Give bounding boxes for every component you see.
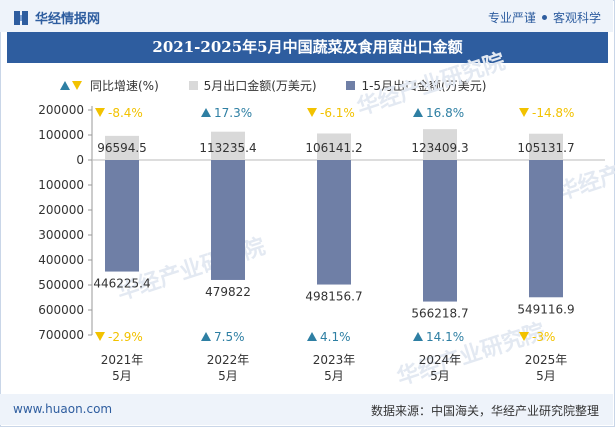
footer-bar: www.huaon.com 数据来源：中国海关，华经产业研究院整理 (0, 394, 613, 425)
slogan-right: 客观科学 (552, 11, 601, 25)
growth-may-down-icon (519, 108, 529, 117)
bar-ytd (211, 160, 245, 280)
y-tick-label: 400000 (38, 253, 84, 267)
bar-ytd (529, 160, 563, 298)
legend-growth-label: 同比增速(%) (90, 79, 159, 93)
label-may-value: 106141.2 (305, 141, 362, 155)
x-category-year: 2023年 (313, 353, 356, 367)
label-may-value: 96594.5 (97, 141, 147, 155)
growth-may: -6.1% (320, 106, 355, 120)
y-tick-label: 200000 (38, 203, 84, 217)
bar-ytd (423, 160, 457, 302)
top-bar: 华经情报网 专业严谨 客观科学 (0, 0, 613, 32)
legend-ytd-label: 1-5月出口金额(万美元) (361, 79, 487, 93)
growth-may-up-icon (201, 108, 211, 117)
up-triangle-icon (60, 81, 70, 90)
brand-logo-icon (14, 11, 28, 25)
label-ytd-value: 549116.9 (517, 302, 574, 316)
y-tick-label: 100000 (38, 128, 84, 142)
brand-name: 华经情报网 (35, 12, 101, 27)
growth-ytd-up-icon (307, 332, 317, 341)
label-ytd-value: 498156.7 (305, 290, 362, 304)
legend-may-swatch (188, 81, 198, 90)
legend-may-label: 5月出口金额(万美元) (203, 79, 317, 93)
growth-may: -14.8% (532, 106, 574, 120)
growth-ytd-down-icon (95, 332, 105, 341)
bar-may (423, 129, 457, 160)
x-category-month: 5月 (430, 369, 450, 383)
data-source: 数据来源：中国海关，华经产业研究院整理 (370, 404, 599, 418)
y-tick-label: 100000 (38, 178, 84, 192)
growth-may-down-icon (307, 108, 317, 117)
x-category-year: 2022年 (207, 353, 250, 367)
slogan-left: 专业严谨 (487, 11, 536, 25)
x-category-month: 5月 (324, 369, 344, 383)
bar-may (529, 133, 563, 160)
growth-may-down-icon (95, 108, 105, 117)
growth-ytd-up-icon (201, 332, 211, 341)
brand[interactable]: 华经情报网 (13, 8, 100, 27)
y-tick-label: 700000 (38, 328, 84, 342)
x-category-month: 5月 (112, 369, 132, 383)
down-triangle-icon (72, 81, 82, 90)
growth-ytd: 4.1% (320, 330, 351, 344)
title-bar: 2021-2025年5月中国蔬菜及食用菌出口金额 (7, 32, 608, 63)
growth-ytd: 14.1% (426, 330, 464, 344)
bar-may (317, 133, 351, 160)
x-category-year: 2021年 (101, 353, 144, 367)
legend-may: 5月出口金额(万美元) (188, 77, 317, 94)
label-may-value: 105131.7 (517, 141, 574, 155)
legend: 同比增速(%) 5月出口金额(万美元) 1-5月出口金额(万美元) (60, 77, 512, 94)
y-tick-label: 200000 (38, 103, 84, 117)
bar-ytd (317, 160, 351, 285)
bar-may (105, 135, 139, 160)
label-ytd-value: 446225.4 (93, 277, 150, 291)
growth-may: 17.3% (214, 106, 252, 120)
x-category-year: 2025年 (525, 353, 568, 367)
site-url[interactable]: www.huaon.com (13, 402, 113, 416)
label-may-value: 113235.4 (199, 141, 256, 155)
growth-ytd: -2.9% (108, 330, 143, 344)
label-ytd-value: 566218.7 (411, 307, 468, 321)
x-category-year: 2024年 (419, 353, 462, 367)
growth-ytd-up-icon (413, 332, 423, 341)
growth-may: 16.8% (426, 106, 464, 120)
growth-may: -8.4% (108, 106, 143, 120)
label-ytd-value: 479822 (205, 285, 251, 299)
y-tick-label: 500000 (38, 278, 84, 292)
chart-title: 2021-2025年5月中国蔬菜及食用菌出口金额 (152, 38, 463, 56)
growth-ytd: 7.5% (214, 330, 245, 344)
x-category-month: 5月 (536, 369, 556, 383)
legend-ytd: 1-5月出口金额(万美元) (346, 77, 486, 94)
bar-ytd (105, 160, 139, 272)
x-category-month: 5月 (218, 369, 238, 383)
y-tick-label: 600000 (38, 303, 84, 317)
bar-may (211, 131, 245, 160)
dot-icon (541, 15, 547, 20)
growth-may-up-icon (413, 108, 423, 117)
growth-ytd: -3% (532, 330, 555, 344)
legend-ytd-swatch (346, 81, 356, 90)
y-tick-label: 0 (76, 153, 84, 167)
growth-ytd-down-icon (519, 332, 529, 341)
legend-growth: 同比增速(%) (60, 77, 159, 94)
y-tick-label: 300000 (38, 228, 84, 242)
slogan: 专业严谨 客观科学 (488, 9, 601, 26)
label-may-value: 123409.3 (411, 141, 468, 155)
